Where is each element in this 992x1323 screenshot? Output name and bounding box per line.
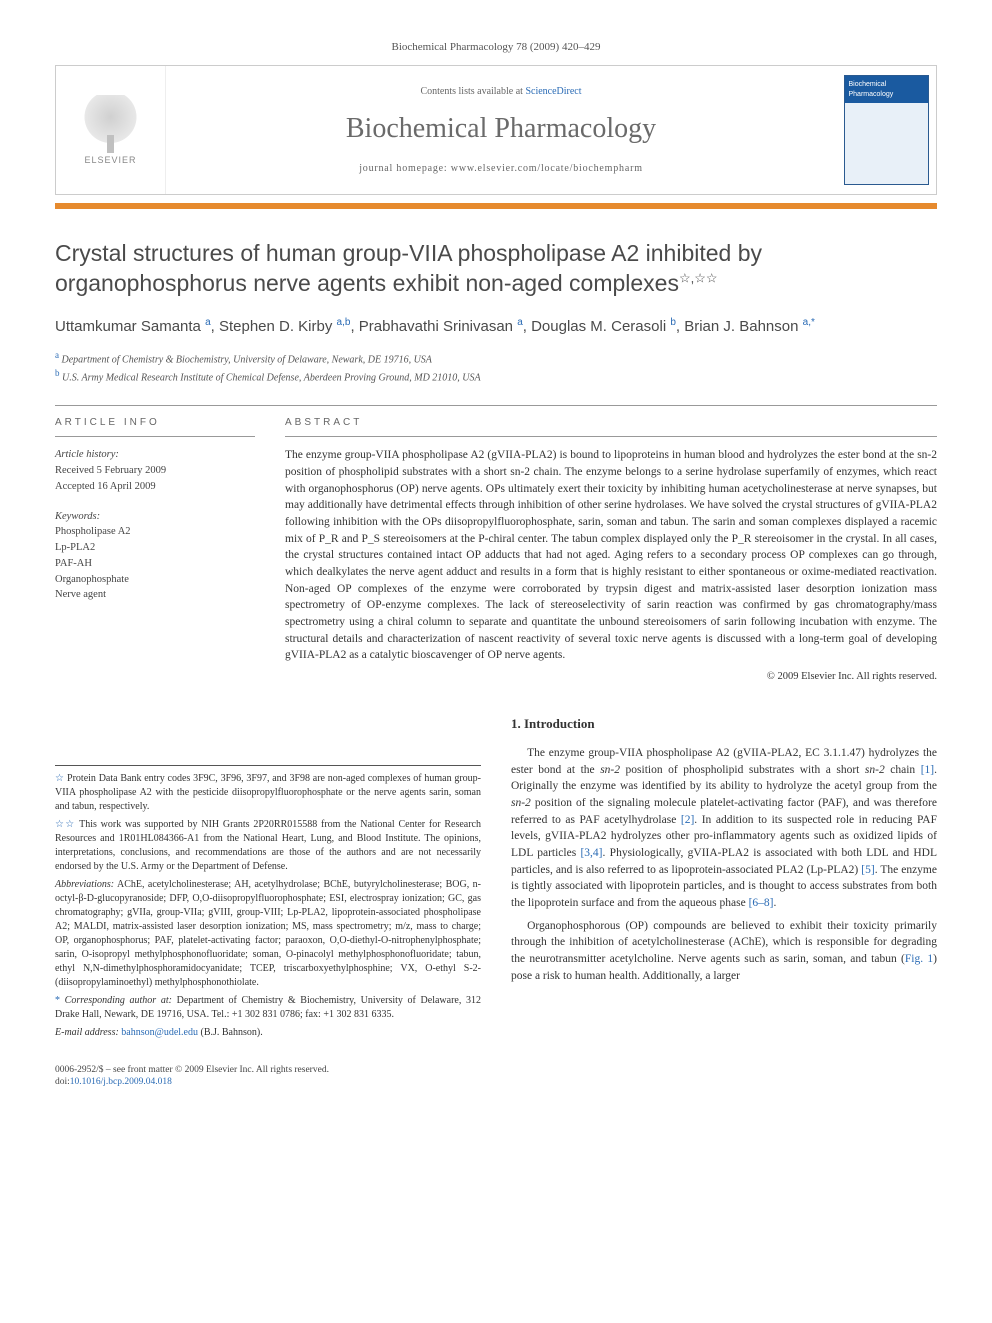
keyword-item: Organophosphate: [55, 572, 255, 588]
abbreviations-label: Abbreviations:: [55, 879, 114, 890]
abbreviations-text: AChE, acetylcholinesterase; AH, acetylhy…: [55, 879, 481, 988]
author-list: Uttamkumar Samanta a, Stephen D. Kirby a…: [55, 315, 937, 339]
footnote-marker: ☆: [55, 773, 64, 784]
journal-homepage-line: journal homepage: www.elsevier.com/locat…: [359, 162, 643, 176]
page-footer: 0006-2952/$ – see front matter © 2009 El…: [55, 1064, 937, 1089]
email-person: (B.J. Bahnson).: [201, 1027, 263, 1038]
keyword-item: Phospholipase A2: [55, 524, 255, 540]
accent-divider: [55, 203, 937, 209]
accepted-date: Accepted 16 April 2009: [55, 479, 255, 495]
introduction-text: The enzyme group-VIIA phospholipase A2 (…: [511, 745, 937, 984]
history-label: Article history:: [55, 447, 255, 463]
article-history: Article history: Received 5 February 200…: [55, 447, 255, 494]
intro-paragraph-2: Organophosphorous (OP) compounds are bel…: [511, 918, 937, 985]
keywords-block: Keywords: Phospholipase A2Lp-PLA2PAF-AHO…: [55, 509, 255, 604]
keyword-item: PAF-AH: [55, 556, 255, 572]
sciencedirect-link[interactable]: ScienceDirect: [525, 86, 581, 97]
publisher-logo-region: ELSEVIER: [56, 66, 166, 194]
keyword-item: Nerve agent: [55, 587, 255, 603]
doi-link[interactable]: 10.1016/j.bcp.2009.04.018: [70, 1077, 172, 1087]
publisher-name: ELSEVIER: [83, 154, 138, 167]
front-matter-line: 0006-2952/$ – see front matter © 2009 El…: [55, 1064, 937, 1076]
article-info-head: ARTICLE INFO: [55, 406, 255, 437]
journal-name: Biochemical Pharmacology: [346, 109, 656, 148]
footnote-2-text: This work was supported by NIH Grants 2P…: [55, 819, 481, 872]
abstract-copyright: © 2009 Elsevier Inc. All rights reserved…: [285, 670, 937, 685]
contents-available-line: Contents lists available at ScienceDirec…: [420, 85, 581, 99]
elsevier-tree-icon: [83, 95, 138, 150]
corresponding-email-link[interactable]: bahnson@udel.edu: [121, 1027, 198, 1038]
contents-prefix: Contents lists available at: [420, 86, 525, 97]
running-head: Biochemical Pharmacology 78 (2009) 420–4…: [55, 40, 937, 55]
cover-thumbnail-region: Biochemical Pharmacology: [836, 66, 936, 194]
footnote-1-text: Protein Data Bank entry codes 3F9C, 3F96…: [55, 773, 481, 812]
article-title-text: Crystal structures of human group-VIIA p…: [55, 240, 762, 296]
received-date: Received 5 February 2009: [55, 463, 255, 479]
title-footnote-markers: ☆,☆☆: [679, 271, 718, 286]
footnotes-block: ☆ Protein Data Bank entry codes 3F9C, 3F…: [55, 765, 481, 1040]
intro-paragraph-1: The enzyme group-VIIA phospholipase A2 (…: [511, 745, 937, 912]
introduction-heading: 1. Introduction: [511, 715, 937, 733]
abstract-head: ABSTRACT: [285, 406, 937, 437]
journal-masthead: ELSEVIER Contents lists available at Sci…: [55, 65, 937, 195]
abstract-text: The enzyme group-VIIA phospholipase A2 (…: [285, 447, 937, 664]
journal-cover-thumb: Biochemical Pharmacology: [844, 75, 929, 185]
corresponding-marker: *: [55, 995, 60, 1006]
doi-prefix: doi:: [55, 1077, 70, 1087]
cover-title: Biochemical Pharmacology: [849, 80, 928, 100]
footnote-marker: ☆☆: [55, 819, 76, 830]
article-title: Crystal structures of human group-VIIA p…: [55, 239, 937, 299]
keywords-label: Keywords:: [55, 509, 255, 525]
email-label: E-mail address:: [55, 1027, 119, 1038]
corresponding-label: Corresponding author at:: [65, 995, 172, 1006]
affiliations: a Department of Chemistry & Biochemistry…: [55, 349, 937, 386]
keyword-item: Lp-PLA2: [55, 540, 255, 556]
